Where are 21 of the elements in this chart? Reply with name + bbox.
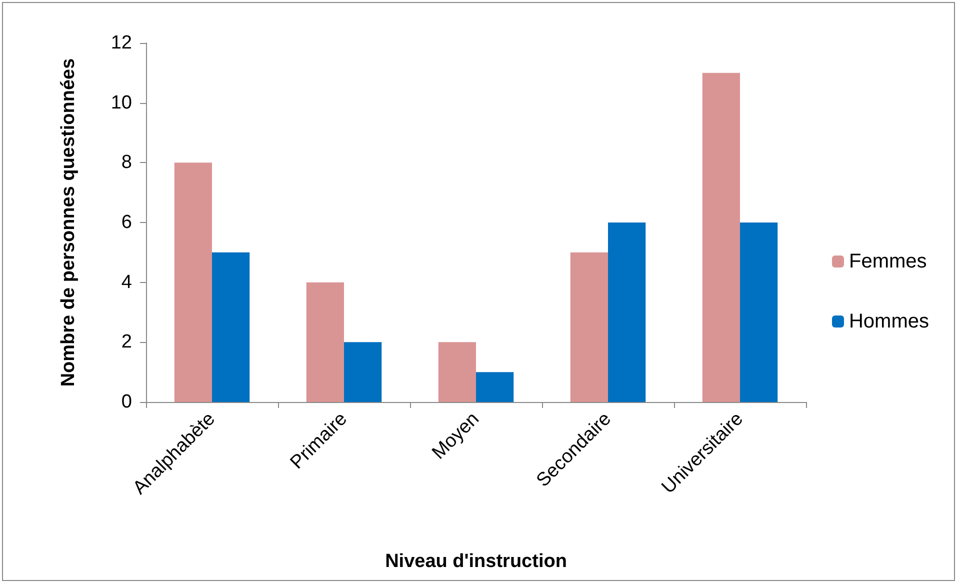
y-tick-label: 8: [121, 152, 132, 174]
y-axis-title: Nombre de personnes questionnées: [58, 58, 79, 387]
x-axis-title: Niveau d'instruction: [385, 551, 567, 572]
bar: [608, 222, 646, 402]
legend-label: Hommes: [848, 310, 930, 332]
bar: [438, 342, 476, 402]
legend-label: Femmes: [848, 250, 927, 272]
y-tick-label: 12: [110, 32, 132, 54]
y-tick-label: 0: [121, 392, 132, 412]
bar: [212, 252, 250, 402]
bar: [306, 282, 344, 402]
bar: [174, 162, 212, 402]
bar: [344, 342, 382, 402]
bar: [702, 72, 740, 402]
y-tick-label: 10: [110, 92, 132, 114]
y-tick-label: 6: [121, 212, 132, 233]
y-tick-label: 2: [121, 332, 132, 353]
bar: [476, 372, 514, 402]
bar: [740, 222, 778, 402]
bar: [570, 252, 608, 402]
y-tick-label: 4: [121, 272, 132, 293]
